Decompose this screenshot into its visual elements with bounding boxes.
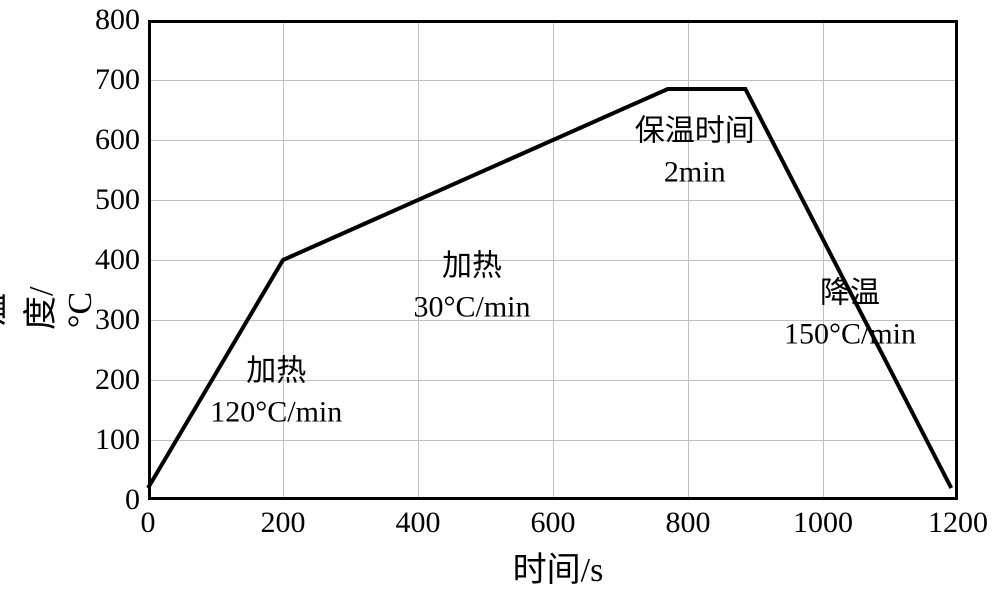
annotation-line1: 加热 (413, 247, 530, 288)
annotation-line2: 2min (635, 152, 755, 193)
annotation-line2: 150°C/min (784, 314, 916, 355)
annotation-line2: 120°C/min (210, 392, 342, 433)
annotation-line1: 降温 (784, 274, 916, 315)
annotation-line1: 保温时间 (635, 112, 755, 153)
annotation-heat2: 加热30°C/min (413, 247, 530, 328)
annotation-cool: 降温150°C/min (784, 274, 916, 355)
temperature-time-chart: 温度/°C 时间/s 01002003004005006007008000200… (0, 0, 1000, 590)
annotation-line1: 加热 (210, 352, 342, 393)
annotation-hold: 保温时间2min (635, 112, 755, 193)
annotation-line2: 30°C/min (413, 287, 530, 328)
annotation-heat1: 加热120°C/min (210, 352, 342, 433)
